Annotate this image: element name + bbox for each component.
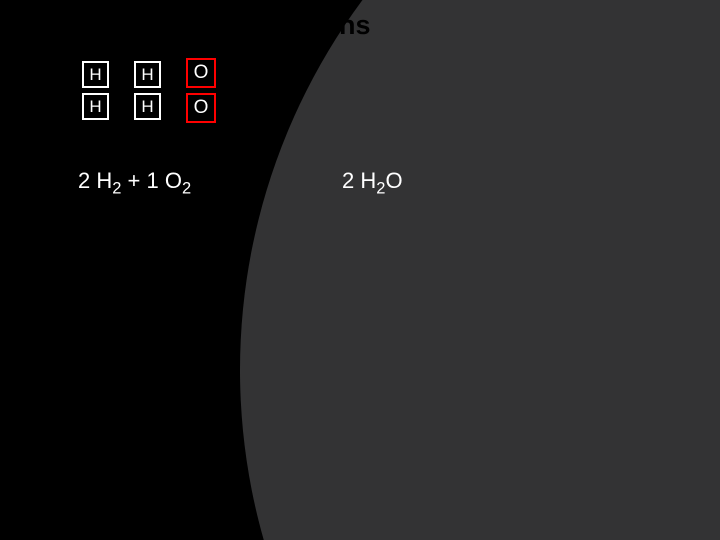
atom-box-h-2: H [134,61,161,88]
atom-box-o-5: O [186,93,216,123]
atom-box-h-0: H [82,61,109,88]
atom-box-h-3: H [134,93,161,120]
atom-box-o-4: O [186,58,216,88]
slide-title: Visualizing Equations [92,10,371,41]
bg-circle [240,0,720,540]
atom-box-h-1: H [82,93,109,120]
equation-reactants: 2 H2 + 1 O2 [78,168,191,194]
equation-products: 2 H2O [342,168,403,194]
